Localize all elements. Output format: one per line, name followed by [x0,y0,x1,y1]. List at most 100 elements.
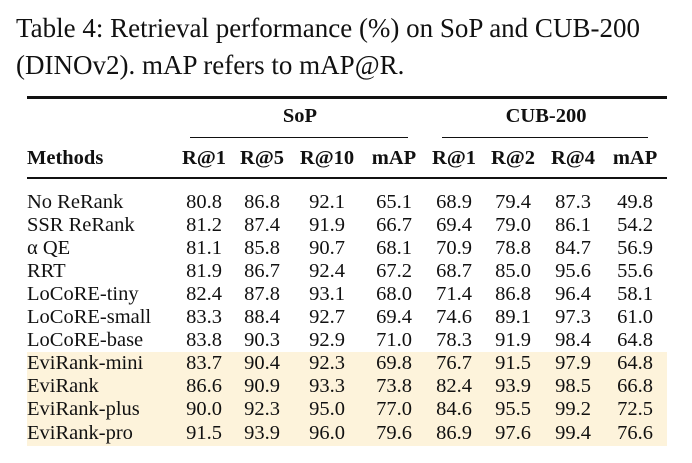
metric-header-row: Methods R@1 R@5 R@10 mAP R@1 R@2 R@4 mAP [27,137,667,179]
empty-corner [27,96,175,137]
value-cell: 95.5 [483,398,543,421]
value-cell: 79.4 [495,191,531,213]
method-cell: RRT [27,260,66,282]
value-cell: 82.4 [425,375,483,398]
table-caption: Table 4: Retrieval performance (%) on So… [16,13,640,80]
value-cell: 86.9 [425,421,483,446]
table-row: α QE 81.1 85.8 90.7 68.1 70.9 78.8 84.7 56.9 [27,237,667,260]
value-cell: 64.8 [603,352,668,375]
value-cell: 84.7 [555,237,591,259]
value-cell: 99.4 [543,421,603,446]
metric-header: R@1 [181,146,227,169]
metric-header: R@5 [239,146,285,169]
method-cell: EviRank [27,375,175,398]
value-cell: 96.4 [555,283,591,305]
method-cell: LoCoRE-base [27,329,144,351]
value-cell: 71.0 [376,329,412,351]
value-cell: 85.8 [244,237,280,259]
table-row: LoCoRE-tiny 82.4 87.8 93.1 68.0 71.4 86.8 96.4 5… [27,283,667,306]
method-cell: EviRank-pro [27,421,175,446]
value-cell: 66.8 [603,375,668,398]
value-cell: 97.6 [483,421,543,446]
value-cell: 84.6 [425,398,483,421]
value-cell: 85.0 [495,260,531,282]
value-cell: 86.8 [495,283,531,305]
value-cell: 92.7 [309,306,345,328]
value-cell: 89.1 [495,306,531,328]
value-cell: 87.4 [244,214,280,236]
value-cell: 81.1 [186,237,222,259]
value-cell: 90.9 [233,375,291,398]
value-cell: 95.6 [555,260,591,282]
value-cell: 71.4 [436,283,472,305]
value-cell: 68.9 [436,191,472,213]
method-cell: LoCoRE-small [27,306,152,328]
metric-header: mAP [612,146,658,169]
value-cell: 65.1 [376,191,412,213]
method-cell: EviRank-mini [27,352,175,375]
table-row: EviRank-plus 90.0 92.3 95.0 77.0 84.6 95.5 99.2… [27,398,668,421]
value-cell: 58.1 [617,283,653,305]
value-cell: 93.1 [309,283,345,305]
value-cell: 86.1 [555,214,591,236]
value-cell: 93.9 [233,421,291,446]
value-cell: 92.1 [309,191,345,213]
metric-header: mAP [371,146,417,169]
metric-header: R@2 [490,146,536,169]
value-cell: 87.3 [555,191,591,213]
value-cell: 49.8 [617,191,653,213]
value-cell: 91.9 [495,329,531,351]
value-cell: 77.0 [363,398,425,421]
table-row: SSR ReRank 81.2 87.4 91.9 66.7 69.4 79.0 86.1 54… [27,214,667,237]
value-cell: 90.3 [244,329,280,351]
value-cell: 98.4 [555,329,591,351]
value-cell: 82.4 [186,283,222,305]
value-cell: 92.4 [309,260,345,282]
value-cell: 96.0 [291,421,363,446]
value-cell: 88.4 [244,306,280,328]
cub-group-rule [442,137,648,139]
value-cell: 99.2 [543,398,603,421]
value-cell: 91.5 [175,421,233,446]
table-row: LoCoRE-small 83.3 88.4 92.7 69.4 74.6 89.1 97.3… [27,306,667,329]
group-header-sop: SoP [282,105,318,127]
value-cell: 74.6 [436,306,472,328]
group-header-row: SoP CUB-200 [27,96,667,137]
value-cell: 93.9 [483,375,543,398]
metric-header: R@1 [431,146,477,169]
value-cell: 87.8 [244,283,280,305]
value-cell: 83.7 [175,352,233,375]
value-cell: 86.7 [244,260,280,282]
value-cell: 73.8 [363,375,425,398]
value-cell: 90.0 [175,398,233,421]
value-cell: 68.7 [436,260,472,282]
value-cell: 79.0 [495,214,531,236]
table-row: LoCoRE-base 83.8 90.3 92.9 71.0 78.3 91.9 98.4 6… [27,329,667,352]
value-cell: 86.8 [244,191,280,213]
value-cell: 80.8 [186,191,222,213]
sop-group-rule [190,137,408,139]
value-cell: 90.7 [309,237,345,259]
value-cell: 76.6 [603,421,668,446]
value-cell: 90.4 [233,352,291,375]
value-cell: 68.1 [376,237,412,259]
value-cell: 66.7 [376,214,412,236]
value-cell: 86.6 [175,375,233,398]
method-cell: EviRank-plus [27,398,175,421]
value-cell: 92.9 [309,329,345,351]
value-cell: 79.6 [363,421,425,446]
value-cell: 98.5 [543,375,603,398]
value-cell: 67.2 [376,260,412,282]
method-cell: SSR ReRank [27,214,135,236]
value-cell: 92.3 [291,352,363,375]
value-cell: 97.9 [543,352,603,375]
table-row: EviRank 86.6 90.9 93.3 73.8 82.4 93.9 98.5 66.8 [27,375,668,398]
value-cell: 83.8 [186,329,222,351]
value-cell: 69.4 [376,306,412,328]
value-cell: 95.0 [291,398,363,421]
value-cell: 78.3 [436,329,472,351]
method-cell: No ReRank [27,191,124,213]
value-cell: 56.9 [617,237,653,259]
header-rule [27,177,667,179]
value-cell: 76.7 [425,352,483,375]
